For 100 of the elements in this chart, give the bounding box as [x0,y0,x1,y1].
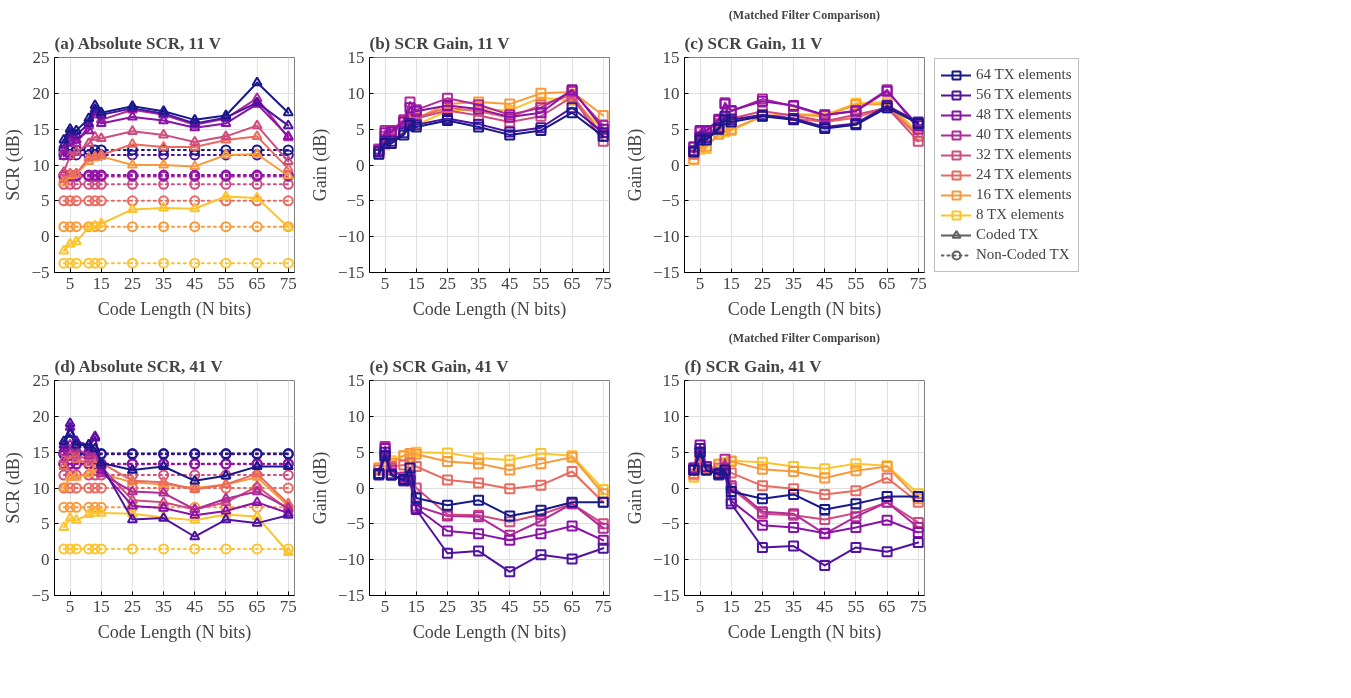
y-tick-label: 15 [32,442,50,462]
x-tick-label: 15 [407,596,425,616]
y-axis-title: SCR (dB) [3,129,25,201]
y-tick-label: 10 [347,406,365,426]
chart-title: (b) SCR Gain, 11 V [369,33,511,53]
y-tick-label: −5 [346,191,365,211]
y-axis-title: Gain (dB) [309,451,331,525]
x-tick-label: 75 [909,596,927,616]
x-axis-title: Code Length (N bits) [727,298,882,320]
y-tick-label: −15 [337,263,365,282]
y-tick-label: 5 [41,191,50,211]
y-tick-label: 0 [41,550,50,570]
x-tick-label: 45 [816,273,834,293]
x-tick-label: 65 [878,273,896,293]
y-tick-label: −15 [652,586,680,605]
y-tick-label: −10 [337,550,365,570]
y-tick-label: 5 [671,119,680,139]
y-tick-label: 20 [32,406,50,426]
legend-label: 32 TX elements [976,146,1072,163]
x-tick-label: 25 [753,596,771,616]
legend-label: 24 TX elements [976,166,1072,183]
x-tick-label: 65 [248,273,266,293]
x-tick-label: 5 [695,273,705,293]
x-tick-label: 55 [847,273,865,293]
x-tick-label: 45 [186,273,204,293]
y-tick-label: 0 [671,478,680,498]
chart-title: (c) SCR Gain, 11 V [684,33,824,53]
x-axis-title: Code Length (N bits) [727,621,882,643]
x-tick-label: 25 [438,596,456,616]
x-tick-label: 15 [92,596,110,616]
x-tick-label: 55 [532,273,550,293]
x-tick-label: 15 [722,273,740,293]
legend-label: 56 TX elements [976,86,1072,103]
legend-label: Non-Coded TX [976,246,1070,263]
y-tick-label: 0 [671,155,680,175]
y-tick-label: 5 [671,442,680,462]
x-tick-label: 35 [785,596,803,616]
x-tick-label: 35 [155,596,173,616]
y-axis-title: Gain (dB) [309,128,331,202]
chart-title: (d) Absolute SCR, 41 V [54,356,224,376]
y-tick-label: 10 [662,83,680,103]
x-tick-label: 55 [847,596,865,616]
x-tick-label: 65 [248,596,266,616]
y-tick-label: 0 [356,155,365,175]
y-tick-label: 10 [32,155,50,175]
x-tick-label: 25 [438,273,456,293]
y-tick-label: −10 [652,550,680,570]
x-axis-title: Code Length (N bits) [412,621,567,643]
x-axis-title: Code Length (N bits) [97,298,252,320]
legend-label: 64 TX elements [976,66,1072,83]
x-tick-label: 65 [563,273,581,293]
x-tick-label: 75 [909,273,927,293]
x-tick-label: 45 [816,596,834,616]
x-tick-label: 75 [279,596,297,616]
y-tick-label: 5 [41,514,50,534]
x-tick-label: 25 [753,273,771,293]
y-tick-label: −15 [337,586,365,605]
y-tick-label: 0 [41,227,50,247]
y-tick-label: 10 [347,83,365,103]
x-tick-label: 5 [65,596,75,616]
x-tick-label: 25 [123,596,141,616]
x-tick-label: 65 [878,596,896,616]
y-tick-label: −10 [652,227,680,247]
y-tick-label: 20 [32,83,50,103]
x-tick-label: 55 [532,596,550,616]
x-axis-title: Code Length (N bits) [412,298,567,320]
x-tick-label: 55 [217,596,235,616]
y-tick-label: −5 [661,191,680,211]
legend-label: Coded TX [976,226,1039,243]
y-tick-label: 25 [32,371,50,390]
x-tick-label: 15 [407,273,425,293]
y-tick-label: 15 [347,371,365,390]
x-tick-label: 35 [155,273,173,293]
x-tick-label: 25 [123,273,141,293]
y-tick-label: 5 [356,119,365,139]
legend-label: 48 TX elements [976,106,1072,123]
x-tick-label: 15 [92,273,110,293]
y-axis-title: Gain (dB) [624,451,646,525]
x-tick-label: 35 [470,273,488,293]
y-tick-label: 15 [32,119,50,139]
y-tick-label: 0 [356,478,365,498]
x-tick-label: 45 [501,273,519,293]
x-tick-label: 5 [380,596,390,616]
y-tick-label: −10 [337,227,365,247]
y-tick-label: 5 [356,442,365,462]
y-tick-label: −5 [31,586,50,605]
x-tick-label: 35 [470,596,488,616]
x-tick-label: 75 [279,273,297,293]
legend-label: 16 TX elements [976,186,1072,203]
y-tick-label: −5 [346,514,365,534]
y-tick-label: 25 [32,48,50,67]
x-tick-label: 35 [785,273,803,293]
y-tick-label: −5 [661,514,680,534]
chart-title: (a) Absolute SCR, 11 V [54,33,222,53]
x-tick-label: 65 [563,596,581,616]
x-tick-label: 5 [695,596,705,616]
y-axis-title: SCR (dB) [3,452,25,524]
y-tick-label: 15 [662,371,680,390]
legend-label: 40 TX elements [976,126,1072,143]
y-tick-label: 10 [32,478,50,498]
